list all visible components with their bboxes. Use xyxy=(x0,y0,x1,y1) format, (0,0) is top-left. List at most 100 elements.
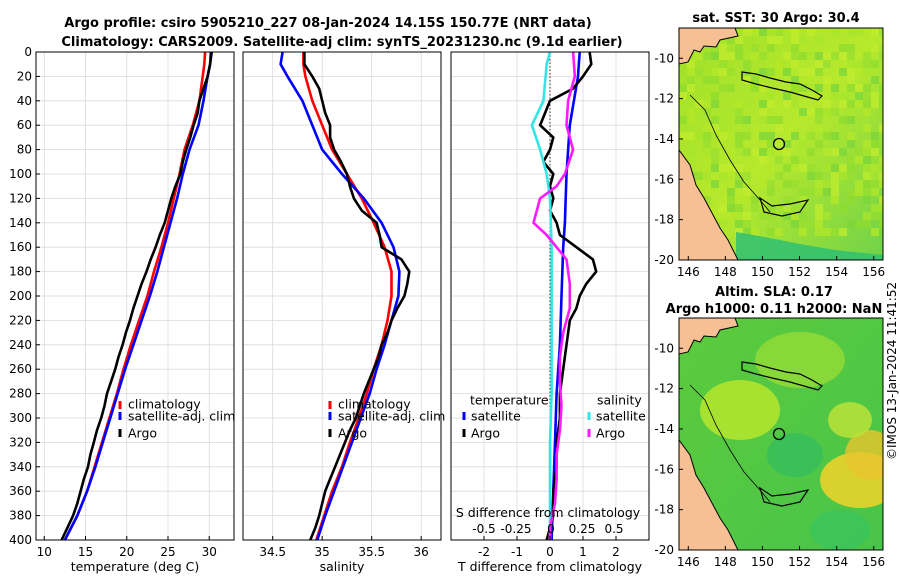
legend-label-climatology: climatology xyxy=(338,397,411,412)
sst-cell xyxy=(735,228,743,236)
sst-cell xyxy=(831,228,839,236)
legend-label-s-satellite: satellite xyxy=(596,409,646,424)
sst-cell xyxy=(751,52,759,60)
sst-cell xyxy=(743,84,751,92)
sst-cell xyxy=(807,172,815,180)
x-tick-label: -1 xyxy=(511,545,523,559)
x-tick-label: 20 xyxy=(119,545,134,559)
sst-cell xyxy=(751,76,759,84)
sst-cell xyxy=(791,132,799,140)
sst-cell xyxy=(799,220,807,228)
sst-cell xyxy=(767,44,775,52)
sst-cell xyxy=(839,44,847,52)
sst-map-y-ticks: -10 -12 -14 -16 -18 -20 xyxy=(654,51,683,267)
sla-anomaly-high xyxy=(828,402,872,438)
sst-cell xyxy=(863,164,871,172)
reef-contour xyxy=(758,196,810,217)
sst-cell xyxy=(871,228,879,236)
sst-cell xyxy=(791,60,799,68)
sst-cell xyxy=(815,116,823,124)
sst-cell xyxy=(855,68,863,76)
sst-cell xyxy=(823,52,831,60)
difference-series xyxy=(530,51,598,541)
sst-cell xyxy=(711,100,719,108)
sst-cell xyxy=(839,100,847,108)
sst-cell xyxy=(703,156,711,164)
sla-anomaly-high xyxy=(700,380,780,440)
sst-cell xyxy=(759,68,767,76)
sla-anomaly-low xyxy=(767,433,823,477)
sst-cell xyxy=(687,108,695,116)
temperature-x-label: temperature (deg C) xyxy=(71,559,200,574)
lon-tick-label: 148 xyxy=(714,265,737,279)
sst-cell xyxy=(703,148,711,156)
sst-cell xyxy=(727,164,735,172)
sst-cell xyxy=(863,188,871,196)
sst-cell xyxy=(735,140,743,148)
lat-tick-label: -16 xyxy=(654,172,674,186)
sst-cell xyxy=(839,92,847,100)
sst-cell xyxy=(791,28,799,36)
x-tick-label: 36 xyxy=(414,545,429,559)
sst-cell xyxy=(847,76,855,84)
sst-cell xyxy=(743,220,751,228)
sst-cell xyxy=(751,44,759,52)
sst-cell xyxy=(855,84,863,92)
series-line-satellite-adj-clim xyxy=(279,51,401,541)
sst-cell xyxy=(815,180,823,188)
difference-x-label: T difference from climatology xyxy=(457,559,643,574)
land-new-guinea xyxy=(679,318,739,355)
y-tick-label: 80 xyxy=(17,143,32,157)
sst-cell xyxy=(775,108,783,116)
sst-cell xyxy=(871,76,879,84)
sst-cell xyxy=(863,60,871,68)
sst-cell xyxy=(815,140,823,148)
sst-cell xyxy=(743,196,751,204)
sst-cell xyxy=(727,108,735,116)
sst-cell xyxy=(855,220,863,228)
sst-cell xyxy=(863,52,871,60)
lat-tick-label: -14 xyxy=(654,422,674,436)
sst-cell xyxy=(767,132,775,140)
sst-cell xyxy=(871,188,879,196)
sst-cell xyxy=(767,164,775,172)
sst-cell xyxy=(783,100,791,108)
sst-cell xyxy=(703,172,711,180)
sst-cell xyxy=(767,204,775,212)
sst-cell xyxy=(767,36,775,44)
sst-cell xyxy=(871,164,879,172)
lon-tick-label: 148 xyxy=(714,555,737,569)
sst-map-axes-box xyxy=(678,27,884,261)
sst-cell xyxy=(879,60,883,68)
s-tick: 0 xyxy=(547,522,555,536)
sst-cell xyxy=(727,196,735,204)
lat-tick-label: -18 xyxy=(654,213,674,227)
sst-cell xyxy=(871,140,879,148)
sst-cell xyxy=(839,228,847,236)
sst-cell xyxy=(711,52,719,60)
y-tick-label: 300 xyxy=(9,411,32,425)
sst-cell xyxy=(719,44,727,52)
sst-cell xyxy=(855,188,863,196)
sst-cell xyxy=(863,220,871,228)
sst-cell xyxy=(871,132,879,140)
sst-cell xyxy=(767,140,775,148)
salinity-series xyxy=(279,51,411,541)
sst-cell xyxy=(847,164,855,172)
sst-map-panel: sat. SST: 30 Argo: 30.4 146 148 150 152 154 1… xyxy=(654,11,885,279)
s-difference-axis-label: S difference from climatology xyxy=(456,505,641,520)
sst-cell xyxy=(807,28,815,36)
sst-cell xyxy=(783,180,791,188)
sst-cell xyxy=(759,28,767,36)
sst-cell xyxy=(735,44,743,52)
sst-cell xyxy=(751,68,759,76)
sst-cell xyxy=(735,36,743,44)
sst-cell xyxy=(743,124,751,132)
sst-cell xyxy=(703,164,711,172)
sst-cell xyxy=(679,100,687,108)
lat-tick-label: -14 xyxy=(654,132,674,146)
sst-cell xyxy=(871,60,879,68)
land-queensland xyxy=(679,149,739,260)
sst-cell xyxy=(775,124,783,132)
sst-cell xyxy=(823,212,831,220)
